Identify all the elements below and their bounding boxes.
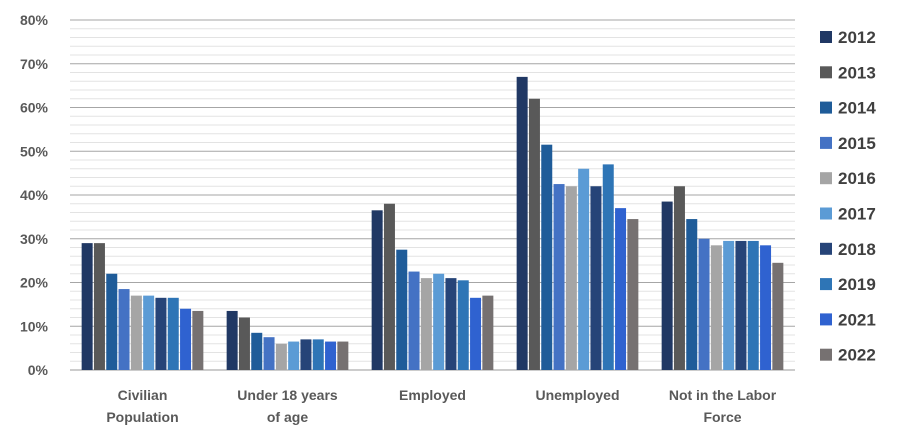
x-tick-label: Civilian: [118, 387, 168, 403]
bar-2021: [470, 297, 482, 370]
y-tick-label: 60%: [20, 100, 49, 116]
legend-label: 2022: [838, 346, 876, 365]
bar-2022: [337, 341, 349, 370]
x-tick-label: Under 18 years: [237, 387, 338, 403]
bar-2017: [143, 295, 155, 370]
bar-2021: [180, 308, 192, 370]
legend-swatch: [820, 66, 832, 79]
bar-2014: [686, 219, 698, 370]
bar-2017: [578, 168, 590, 370]
bar-2019: [747, 240, 759, 370]
bar-2015: [698, 238, 710, 370]
legend: 2012 2013 2014 2015 2016 2017 2018 2019 2021 2022: [820, 28, 876, 365]
legend-swatch: [820, 348, 832, 361]
bar-2016: [420, 278, 432, 370]
bar-2021: [325, 341, 337, 370]
legend-swatch: [820, 31, 832, 43]
y-tick-label: 30%: [20, 231, 49, 247]
bar-2014: [541, 144, 553, 370]
bar-2016: [130, 295, 142, 370]
y-tick-label: 20%: [20, 275, 49, 291]
legend-swatch: [820, 313, 832, 326]
bars: [81, 76, 784, 370]
bar-2018: [590, 186, 602, 370]
legend-label: 2021: [838, 310, 876, 329]
x-tick-label: Not in the Labor: [669, 387, 777, 403]
bar-2013: [238, 317, 250, 370]
bar-2022: [192, 310, 204, 370]
x-tick-label: Population: [106, 409, 178, 425]
bar-2018: [155, 297, 167, 370]
bar-2022: [482, 295, 494, 370]
bar-2019: [602, 164, 614, 370]
bar-2017: [433, 273, 445, 370]
bar-2017: [723, 240, 735, 370]
bar-2018: [300, 339, 312, 370]
bar-2013: [673, 186, 685, 370]
bar-2012: [81, 243, 93, 370]
x-tick-label: Unemployed: [535, 387, 619, 403]
bar-2019: [312, 339, 324, 370]
legend-label: 2016: [838, 169, 876, 188]
bar-2021: [760, 245, 772, 370]
bar-2014: [396, 249, 408, 370]
bar-2016: [565, 186, 577, 370]
x-axis: Civilian Population Under 18 years of age Em…: [106, 387, 776, 425]
x-tick-label: Force: [703, 409, 741, 425]
y-tick-label: 80%: [20, 12, 49, 28]
bar-2017: [288, 341, 300, 370]
legend-label: 2015: [838, 134, 876, 153]
bar-2015: [263, 337, 275, 370]
legend-label: 2012: [838, 28, 876, 47]
legend-swatch: [820, 101, 832, 114]
legend-swatch: [820, 136, 832, 149]
legend-swatch: [820, 172, 832, 185]
legend-label: 2013: [838, 63, 876, 82]
bar-2013: [528, 98, 540, 370]
bar-2016: [275, 343, 287, 370]
bar-2015: [408, 271, 420, 370]
bar-2013: [93, 243, 105, 370]
y-tick-label: 70%: [20, 56, 49, 72]
bar-2018: [735, 240, 747, 370]
y-tick-label: 0%: [28, 362, 49, 378]
x-tick-label: Employed: [399, 387, 466, 403]
bar-2012: [516, 76, 528, 370]
bar-2019: [167, 297, 179, 370]
y-axis: 0% 10% 20% 30% 40% 50% 60% 70% 80%: [20, 12, 49, 378]
bar-2018: [445, 278, 457, 370]
bar-2021: [615, 208, 627, 370]
legend-label: 2019: [838, 275, 876, 294]
bar-2016: [710, 245, 722, 370]
bar-2022: [772, 262, 784, 370]
bar-2013: [383, 203, 395, 370]
y-tick-label: 50%: [20, 143, 49, 159]
bar-2012: [371, 210, 383, 370]
bar-2012: [661, 201, 673, 370]
bar-2012: [226, 310, 238, 370]
y-tick-label: 40%: [20, 187, 49, 203]
bar-2015: [118, 289, 130, 370]
legend-swatch: [820, 242, 832, 255]
bar-2014: [251, 332, 263, 370]
legend-swatch: [820, 278, 832, 291]
bar-2015: [553, 184, 565, 370]
bar-2022: [627, 219, 639, 370]
y-tick-label: 10%: [20, 318, 49, 334]
x-tick-label: of age: [267, 409, 308, 425]
bar-2014: [106, 273, 118, 370]
legend-label: 2017: [838, 205, 876, 224]
legend-swatch: [820, 207, 832, 220]
legend-label: 2014: [838, 99, 876, 118]
legend-label: 2018: [838, 240, 876, 259]
bar-2019: [457, 280, 469, 370]
